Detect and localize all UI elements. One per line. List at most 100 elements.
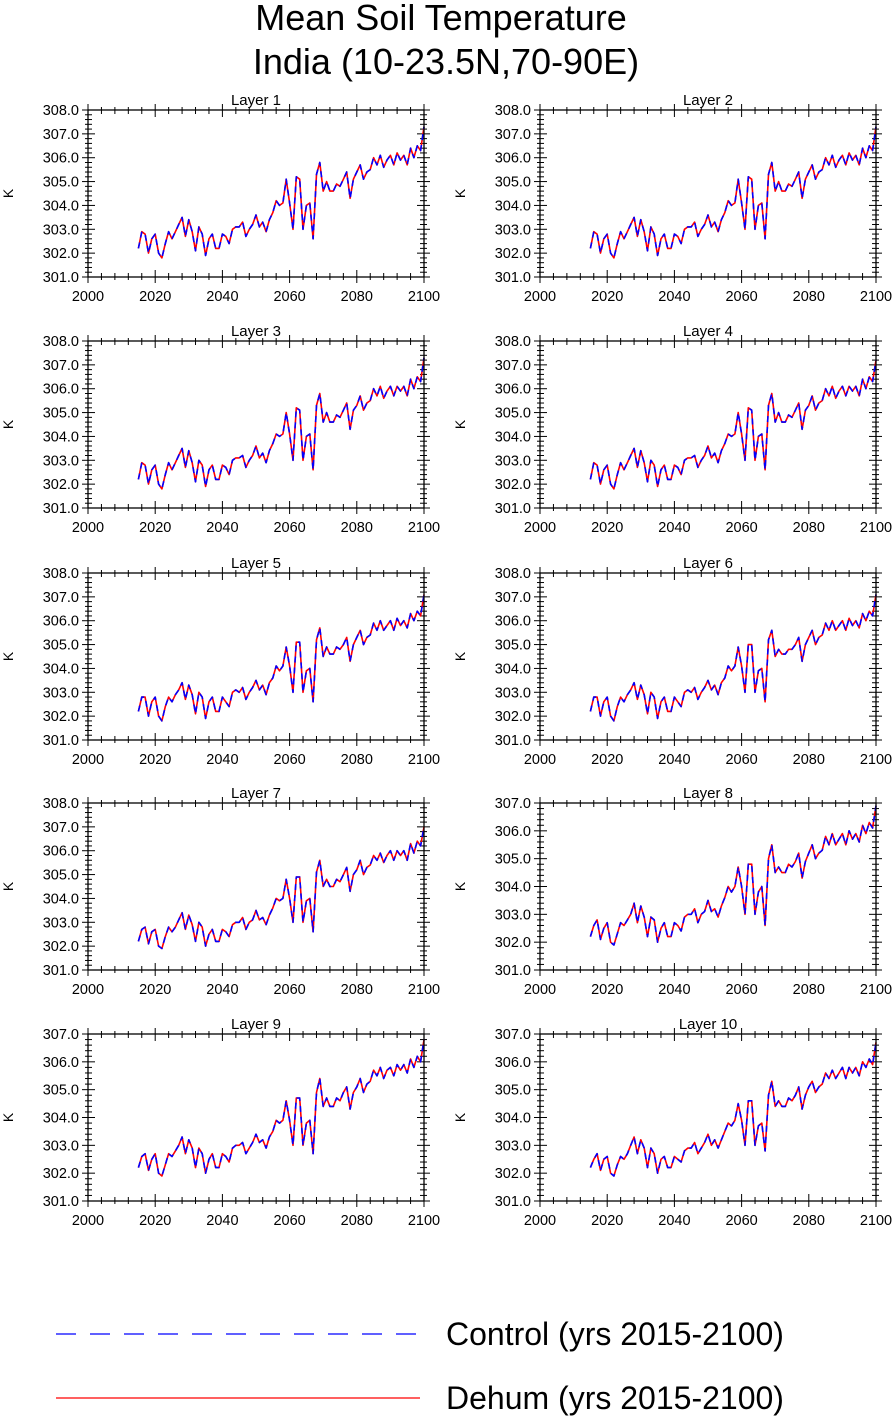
y-tick-label: 302.0 [495,477,531,493]
x-tick-label: 2080 [341,520,373,536]
y-axis: 301.0 302.0 303.0 304.0 305.0 306.0 307.0 [495,796,882,979]
y-axis: 301.0 302.0 303.0 304.0 305.0 306.0 307.0 [495,1027,882,1210]
y-tick-label: 305.0 [43,638,79,654]
plot-frame [539,109,877,278]
y-tick-label: 301.0 [495,963,531,979]
series-line-dehum [589,359,877,490]
panel-title: Layer 9 [231,1016,281,1033]
x-axis: 2000 2020 2040 2060 2080 2100 [524,1028,892,1229]
y-axis-label: K [0,188,16,198]
panel-title: Layer 4 [683,323,733,340]
y-axis-label: K [0,1112,16,1122]
x-axis: 2000 2020 2040 2060 2080 2100 [524,797,892,998]
x-tick-label: 2000 [72,1213,104,1229]
series-line-dehum [137,126,425,259]
y-axis: 301.0 302.0 303.0 304.0 305.0 306.0 307.0 308.0 [43,796,430,979]
y-tick-label: 307.0 [495,127,531,143]
panel-title: Layer 3 [231,323,281,340]
x-tick-label: 2080 [341,982,373,998]
x-axis: 2000 2020 2040 2060 2080 2100 [524,335,892,536]
x-tick-label: 2000 [524,982,556,998]
x-tick-label: 2020 [591,520,623,536]
y-tick-label: 302.0 [495,709,531,725]
series-line-control [589,805,877,946]
plot-frame [87,1033,425,1202]
y-tick-label: 301.0 [495,270,531,286]
y-axis-label: K [0,419,16,429]
y-tick-label: 301.0 [43,1194,79,1210]
y-tick-label: 307.0 [43,127,79,143]
legend-label-dehum: Dehum (yrs 2015-2100) [446,1380,784,1416]
x-tick-label: 2060 [725,520,757,536]
x-axis: 2000 2020 2040 2060 2080 2100 [72,1028,440,1229]
y-tick-label: 302.0 [43,246,79,262]
x-tick-label: 2060 [273,982,305,998]
y-tick-label: 308.0 [495,566,531,582]
y-tick-label: 303.0 [495,453,531,469]
legend: Control (yrs 2015-2100) Dehum (yrs 2015-… [56,1316,784,1416]
y-axis: 301.0 302.0 303.0 304.0 305.0 306.0 307.0 308.0 [43,103,430,286]
x-tick-label: 2000 [524,1213,556,1229]
y-tick-label: 302.0 [43,709,79,725]
y-tick-label: 306.0 [495,151,531,167]
y-tick-label: 301.0 [495,1194,531,1210]
panel-layer-9: Layer 9K301.0302.0303.0304.0305.0306.030… [0,1016,440,1229]
figure-title-line-2: India (10-23.5N,70-90E) [253,41,639,82]
x-tick-label: 2100 [408,982,440,998]
panel-layer-3: Layer 3K301.0302.0303.0304.0305.0306.030… [0,323,440,536]
y-tick-label: 304.0 [495,661,531,677]
x-tick-label: 2060 [273,289,305,305]
x-tick-label: 2100 [860,520,892,536]
y-tick-label: 304.0 [43,891,79,907]
panel-title: Layer 2 [683,92,733,109]
y-tick-label: 301.0 [495,501,531,517]
x-tick-label: 2020 [591,752,623,768]
y-tick-label: 301.0 [495,733,531,749]
y-tick-label: 302.0 [495,246,531,262]
y-tick-label: 304.0 [495,429,531,445]
y-tick-label: 305.0 [495,406,531,422]
panel-grid: Layer 1K301.0302.0303.0304.0305.0306.030… [0,92,892,1229]
legend-entry-dehum: Dehum (yrs 2015-2100) [56,1380,784,1416]
x-tick-label: 2080 [793,1213,825,1229]
panel-layer-6: Layer 6K301.0302.0303.0304.0305.0306.030… [452,555,892,768]
plot-frame [87,572,425,741]
series-line-control [137,1039,425,1177]
y-tick-label: 301.0 [43,733,79,749]
y-tick-label: 306.0 [43,382,79,398]
y-tick-label: 301.0 [43,501,79,517]
x-tick-label: 2020 [591,289,623,305]
figure-title-line-1: Mean Soil Temperature [255,0,627,38]
x-tick-label: 2020 [139,1213,171,1229]
panel-title: Layer 6 [683,555,733,572]
x-tick-label: 2080 [793,520,825,536]
panel-layer-5: Layer 5K301.0302.0303.0304.0305.0306.030… [0,555,440,768]
legend-label-control: Control (yrs 2015-2100) [446,1316,784,1352]
y-tick-label: 306.0 [43,1055,79,1071]
y-axis-label: K [0,881,16,891]
x-tick-label: 2100 [860,289,892,305]
panel-title: Layer 10 [679,1016,737,1033]
y-tick-label: 302.0 [43,1166,79,1182]
y-tick-label: 306.0 [43,151,79,167]
y-tick-label: 302.0 [43,939,79,955]
panel-layer-1: Layer 1K301.0302.0303.0304.0305.0306.030… [0,92,440,305]
series-line-dehum [589,126,877,259]
y-tick-label: 305.0 [495,638,531,654]
x-tick-label: 2080 [793,289,825,305]
series-line-control [137,594,425,722]
y-tick-label: 307.0 [43,590,79,606]
series-line-control [137,126,425,259]
y-tick-label: 307.0 [495,358,531,374]
y-tick-label: 304.0 [495,198,531,214]
x-axis: 2000 2020 2040 2060 2080 2100 [72,797,440,998]
plot-frame [87,109,425,278]
y-tick-label: 306.0 [43,614,79,630]
panel-title: Layer 1 [231,92,281,109]
plot-frame [539,1033,877,1202]
y-tick-label: 304.0 [495,1111,531,1127]
x-tick-label: 2020 [139,520,171,536]
y-tick-label: 302.0 [495,935,531,951]
y-tick-label: 308.0 [43,566,79,582]
series-line-control [137,357,425,490]
